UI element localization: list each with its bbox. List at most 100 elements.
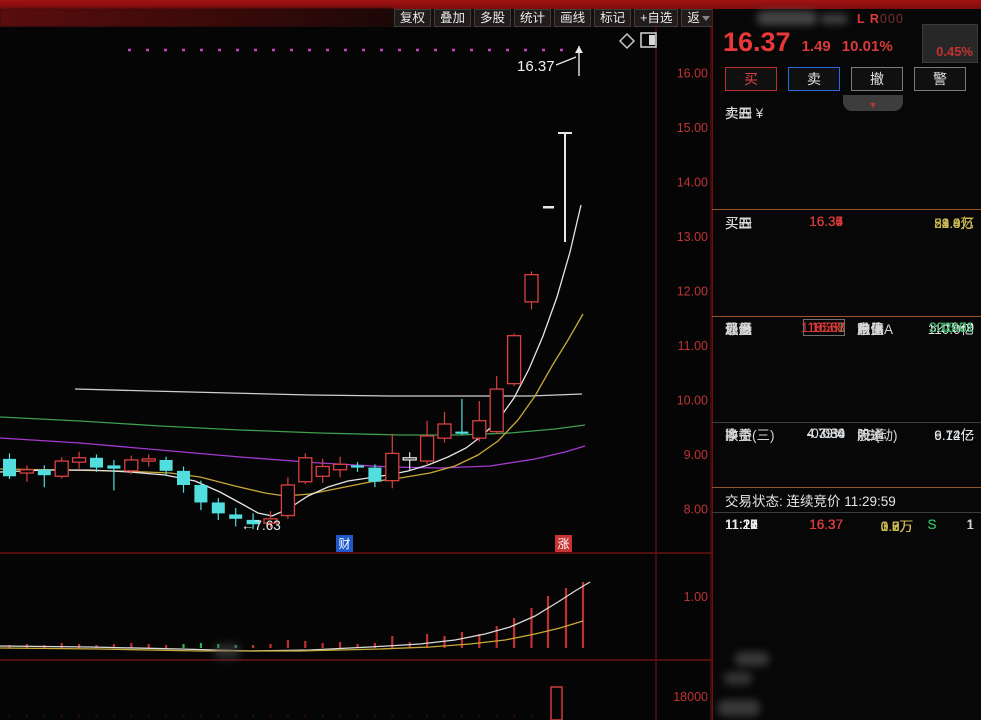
stat-value: 16.37	[811, 320, 845, 335]
trade-price: 16.37	[809, 517, 843, 532]
stat-label: 最低	[725, 321, 752, 337]
level-price: 16.33	[809, 214, 843, 229]
kline-chart-canvas[interactable]: 16.00 15.00 14.00 13.00 12.00 11.00 10.00 9.00 8…	[0, 27, 712, 720]
level-volume: 29.8万	[934, 215, 974, 231]
level-price: 16.37	[809, 214, 843, 229]
trade-button-买[interactable]: 买	[725, 67, 777, 91]
buy-level-row[interactable]: 买一 16.37 2.9亿	[712, 211, 981, 232]
blurred-stock-code	[820, 14, 848, 24]
trade-direction: S	[927, 517, 937, 532]
svg-text:涨: 涨	[557, 536, 569, 551]
fundamentals-row: 收益(三) -0.030 PE(动) --	[712, 423, 981, 444]
sell-level-row[interactable]: 卖二	[712, 101, 981, 122]
buy-level-row[interactable]: 买四 16.34 3.4万	[712, 211, 981, 232]
trade-time: 11:20	[725, 517, 758, 532]
panel-layout-icon	[640, 32, 657, 48]
stat-label: 现量	[725, 321, 752, 337]
trade-row[interactable]: 11:19 16.37 0.3万 S 1	[712, 514, 981, 535]
orderbook-divider	[712, 209, 981, 210]
trade-price: 16.37	[809, 517, 843, 532]
trade-volume: 3.9万	[880, 518, 913, 534]
toolbar-item-返[interactable]: 返	[681, 9, 716, 27]
trade-price: 16.37	[809, 517, 843, 532]
blur-spot	[735, 652, 769, 666]
sell-level-row[interactable]: 卖五 ¥	[712, 101, 981, 122]
buy-level-row[interactable]: 买三 16.35 29.8万	[712, 211, 981, 232]
quote-panel	[712, 9, 981, 720]
price-change: 1.49	[801, 38, 831, 55]
trade-row[interactable]: 11:17 16.37 0.3万 S 1	[712, 514, 981, 535]
stat-label: 最高	[725, 321, 752, 337]
trade-time: 11:23	[725, 517, 758, 532]
stat-value: 110.0亿	[927, 321, 974, 337]
level-price: 16.34	[809, 214, 843, 229]
mini-quote-overlay[interactable]: 0.45%	[922, 24, 978, 63]
level-price: 16.36	[809, 214, 843, 229]
trade-time: 11:21	[725, 517, 758, 532]
trade-row[interactable]: 11:22 16.37 0.7万 S 1	[712, 514, 981, 535]
toolbar-item-复权[interactable]: 复权	[394, 9, 432, 27]
svg-text:18000: 18000	[673, 690, 708, 704]
trade-count: 1	[966, 517, 974, 532]
stat-value: -0.030	[806, 426, 845, 441]
trade-direction: S	[927, 517, 937, 532]
trade-count: 1	[966, 517, 974, 532]
trade-count: 1	[966, 517, 974, 532]
level-label: 卖一	[725, 105, 752, 121]
trade-row[interactable]: 11:18 16.37 1.6万 S 1	[712, 514, 981, 535]
margin-flags: L R000	[857, 12, 904, 26]
trade-row[interactable]: 11:20 16.37 3.9万 S 1	[712, 514, 981, 535]
buy-level-row[interactable]: 买五 16.33 54.4万	[712, 211, 981, 232]
trade-button-撤[interactable]: 撤	[851, 67, 903, 91]
toolbar-item-画线[interactable]: 画线	[554, 9, 592, 27]
toolbar-item-+自选[interactable]: +自选	[634, 9, 679, 27]
stat-label: 流通	[857, 427, 884, 443]
sell-level-row[interactable]: 卖四	[712, 101, 981, 122]
trade-price: 16.37	[809, 517, 843, 532]
toolbar-item-多股[interactable]: 多股	[474, 9, 512, 27]
dropdown-caret-icon	[701, 16, 710, 22]
trade-row[interactable]: 11:22 16.37 0.2万 S 1	[712, 514, 981, 535]
trade-direction: S	[927, 517, 937, 532]
tick-trade-list[interactable]: 11:17 16.37 0.3万 S 1 11:18 16.37 1.6万 S 1 11:19 16.…	[712, 514, 981, 720]
toolbar-item-统计[interactable]: 统计	[514, 9, 552, 27]
quote-header: L R000	[712, 10, 981, 27]
stat-label: 内盘	[857, 321, 884, 337]
kline-chart[interactable]: 16.00 15.00 14.00 13.00 12.00 11.00 10.00 9.00 8…	[0, 27, 712, 720]
trade-count: 1	[966, 517, 974, 532]
buy-level-row[interactable]: 买二 16.36 81.0万	[712, 211, 981, 232]
stat-label: 换手	[725, 427, 752, 443]
trade-direction: S	[927, 517, 937, 532]
svg-text:财: 财	[338, 537, 350, 551]
trade-button-警[interactable]: 警	[914, 67, 966, 91]
level-label: 买四	[725, 215, 752, 231]
titlebar-strip	[0, 0, 981, 9]
stat-value: 16.37	[783, 319, 845, 336]
stat-value: --	[965, 426, 974, 441]
trade-volume: 1.6万	[880, 518, 913, 534]
trade-row[interactable]: 11:21 16.37 0.3万 S 1	[712, 514, 981, 535]
level-volume: 3.4万	[941, 215, 974, 231]
trade-direction: S	[927, 517, 937, 532]
toolbar-item-叠加[interactable]: 叠加	[434, 9, 472, 27]
trade-price: 16.37	[809, 517, 843, 532]
stat-label: 净资	[725, 427, 752, 443]
trade-volume: 0.7万	[880, 518, 913, 534]
trade-volume: 1.0万	[880, 518, 913, 534]
sell-level-row[interactable]: 卖一	[712, 101, 981, 122]
stat-label: 市值A	[857, 321, 894, 337]
trade-row[interactable]: 11:21 16.37 1.0万 S 1	[712, 514, 981, 535]
fundamentals-row: 换手 4.79% 股本 9.14亿	[712, 423, 981, 444]
trade-row[interactable]: 11:21 16.37 0.3万 S 1	[712, 514, 981, 535]
toolbar-item-标记[interactable]: 标记	[594, 9, 632, 27]
trade-row[interactable]: 11:23 16.37 3.3万 S 1	[712, 514, 981, 535]
blurred-window-title	[0, 8, 393, 27]
sell-level-row[interactable]: 卖三	[712, 101, 981, 122]
trade-button-卖[interactable]: 卖	[788, 67, 840, 91]
y-axis-tick: 11.00	[678, 339, 708, 353]
y-axis-tick: 9.00	[684, 448, 708, 462]
toolbar-menu: 复权 叠加 多股 统计 画线 标记 +自选返	[394, 9, 716, 27]
trade-count: 1	[966, 517, 974, 532]
trade-time: 11:21	[725, 517, 758, 532]
orderbook-collapse-tab[interactable]: ▼	[843, 95, 903, 111]
